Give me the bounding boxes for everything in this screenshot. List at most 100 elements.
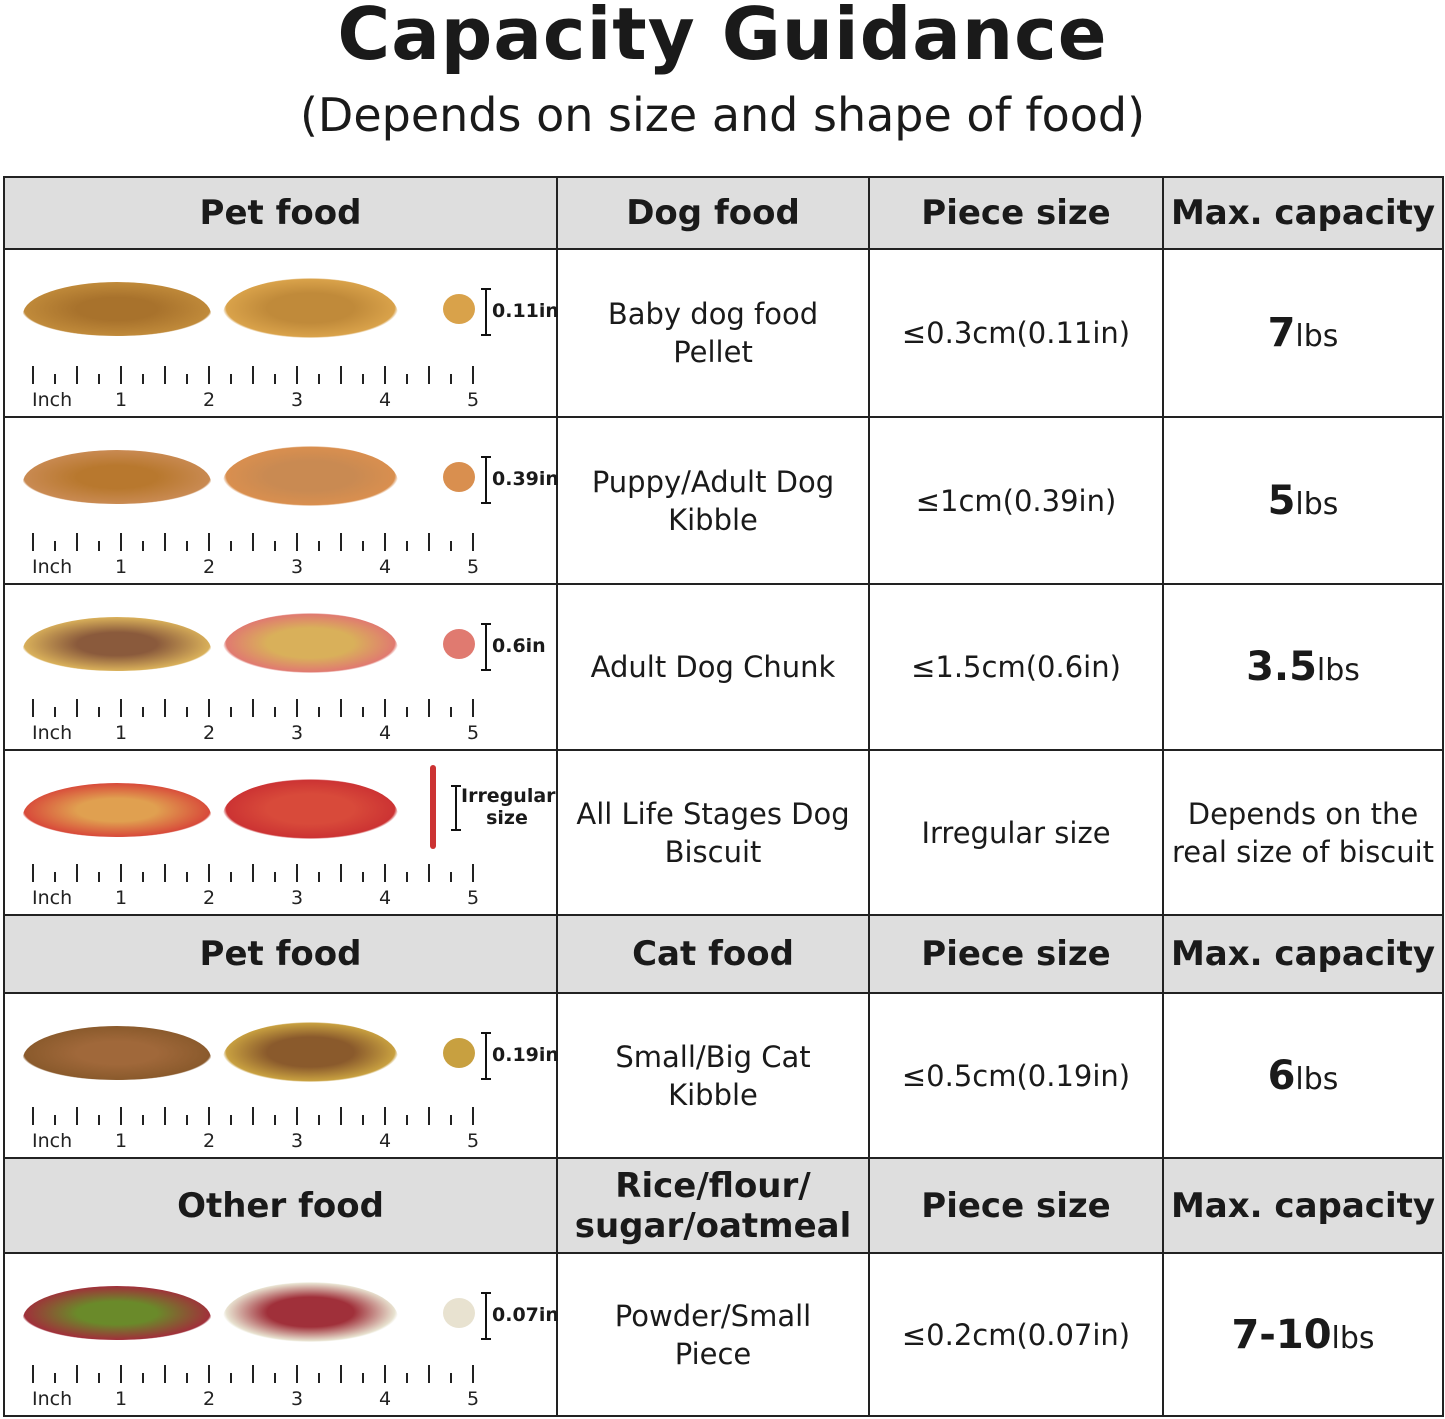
- header-max-capacity: Max. capacity: [1162, 176, 1444, 250]
- header-piece-size: Piece size: [868, 1157, 1164, 1254]
- ruler-unit-label: Inch: [32, 1130, 72, 1151]
- header-pet-food: Pet food: [3, 176, 558, 250]
- ruler-tick-label: 5: [467, 389, 479, 410]
- piece-size-label: Irregular size: [461, 785, 556, 829]
- ruler-tick-label: 5: [467, 1130, 479, 1151]
- ruler-tick-label: 4: [379, 556, 391, 577]
- table-row: 0.39in Inch 1 2 3 4 5 Puppy/Adult Dog Kibble …: [3, 416, 1444, 585]
- header-pet-food: Other food: [3, 1157, 558, 1254]
- food-pile-image: [23, 1286, 211, 1340]
- food-image-cell: 0.07in Inch 1 2 3 4 5: [3, 1252, 559, 1417]
- ruler-tick-label: 1: [115, 887, 127, 908]
- header-pet-food: Pet food: [3, 914, 558, 994]
- food-name: Powder/Small Piece: [556, 1252, 870, 1417]
- ruler-tick-label: 3: [291, 887, 303, 908]
- capacity-value: 7: [1267, 310, 1296, 356]
- ruler-unit-label: Inch: [32, 556, 72, 577]
- food-pile-image: [23, 1026, 211, 1080]
- ruler-tick-label: 1: [115, 722, 127, 743]
- capacity-unit: lbs: [1331, 1320, 1375, 1356]
- piece-size: ≤0.5cm(0.19in): [868, 992, 1164, 1159]
- food-pile-image: [23, 783, 211, 837]
- capacity-unit: lbs: [1295, 486, 1339, 522]
- ruler-tick-label: 4: [379, 1388, 391, 1409]
- max-capacity: 5lbs: [1162, 416, 1444, 585]
- piece-size: ≤1.5cm(0.6in): [868, 583, 1164, 751]
- ruler-unit-label: Inch: [32, 389, 72, 410]
- food-name: Adult Dog Chunk: [556, 583, 870, 751]
- food-pile-image: [223, 278, 398, 338]
- inch-ruler: Inch 1 2 3 4 5: [32, 699, 479, 743]
- food-pile-image: [223, 1282, 398, 1342]
- capacity-value: 7-10: [1231, 1311, 1332, 1358]
- page-title: Capacity Guidance: [337, 0, 1108, 76]
- piece-size-label: 0.11in: [492, 300, 559, 322]
- size-bracket: [481, 456, 497, 504]
- table-row: 0.07in Inch 1 2 3 4 5 Powder/Small Piece ≤0.2…: [3, 1252, 1444, 1417]
- header-max-capacity: Max. capacity: [1162, 914, 1444, 994]
- inch-ruler: Inch 1 2 3 4 5: [32, 533, 479, 577]
- food-pile-image: [23, 617, 211, 671]
- size-bracket: [481, 623, 497, 671]
- capacity-value: 6: [1267, 1052, 1296, 1099]
- food-piece-image: [443, 1298, 475, 1328]
- header-food-type: Rice/flour/ sugar/oatmeal: [556, 1157, 870, 1254]
- size-bracket: [451, 785, 467, 831]
- page-subtitle: (Depends on size and shape of food): [299, 88, 1146, 142]
- capacity-unit: lbs: [1295, 319, 1339, 354]
- food-piece-image: [443, 294, 475, 324]
- food-pile-image: [23, 282, 211, 336]
- ruler-unit-label: Inch: [32, 722, 72, 743]
- piece-size-label: 0.07in: [492, 1304, 559, 1326]
- header-max-capacity: Max. capacity: [1162, 1157, 1444, 1254]
- max-capacity: 7lbs: [1162, 248, 1444, 418]
- ruler-tick-label: 3: [291, 1388, 303, 1409]
- header-piece-size: Piece size: [868, 914, 1164, 994]
- ruler-tick-label: 3: [291, 389, 303, 410]
- capacity-value: 3.5: [1246, 644, 1317, 690]
- piece-size-label: 0.39in: [492, 468, 559, 490]
- size-bracket: [481, 1032, 497, 1080]
- ruler-tick-label: 1: [115, 556, 127, 577]
- inch-ruler: Inch 1 2 3 4 5: [32, 366, 479, 410]
- ruler-unit-label: Inch: [32, 1388, 72, 1409]
- ruler-tick-label: 5: [467, 887, 479, 908]
- section-header-row: Pet food Cat food Piece size Max. capaci…: [3, 914, 1444, 994]
- food-image-cell: 0.11in Inch 1 2 3 4 5: [3, 248, 559, 418]
- inch-ruler: Inch 1 2 3 4 5: [32, 1107, 479, 1151]
- inch-ruler: Inch 1 2 3 4 5: [32, 1365, 479, 1409]
- food-piece-image: [430, 765, 436, 849]
- ruler-tick-label: 2: [203, 389, 215, 410]
- ruler-tick-label: 2: [203, 1388, 215, 1409]
- food-piece-image: [443, 1038, 475, 1068]
- max-capacity: 3.5lbs: [1162, 583, 1444, 751]
- food-name: All Life Stages Dog Biscuit: [556, 749, 870, 916]
- piece-size: ≤1cm(0.39in): [868, 416, 1164, 585]
- ruler-tick-label: 5: [467, 556, 479, 577]
- food-pile-image: [23, 450, 211, 504]
- food-pile-image: [223, 779, 398, 839]
- ruler-tick-label: 2: [203, 556, 215, 577]
- ruler-tick-label: 5: [467, 722, 479, 743]
- capacity-table: Pet food Dog food Piece size Max. capaci…: [3, 176, 1444, 1417]
- food-image-cell: Irregular size Inch 1 2 3 4 5: [3, 749, 558, 916]
- ruler-tick-label: 1: [115, 1130, 127, 1151]
- capacity-unit: lbs: [1316, 653, 1360, 688]
- food-pile-image: [223, 613, 398, 673]
- ruler-tick-label: 3: [291, 722, 303, 743]
- food-name: Baby dog food Pellet: [556, 248, 870, 418]
- ruler-unit-label: Inch: [32, 887, 72, 908]
- ruler-tick-label: 4: [379, 389, 391, 410]
- max-capacity: Depends on the real size of biscuit: [1162, 749, 1444, 916]
- ruler-tick-label: 4: [379, 887, 391, 908]
- food-name: Puppy/Adult Dog Kibble: [556, 416, 870, 585]
- piece-size: Irregular size: [868, 749, 1164, 916]
- size-bracket: [481, 288, 497, 336]
- capacity-unit: lbs: [1295, 1061, 1339, 1097]
- max-capacity: 7-10lbs: [1162, 1252, 1444, 1417]
- table-row: Irregular size Inch 1 2 3 4 5 All Life Stages…: [3, 749, 1444, 916]
- size-bracket: [481, 1292, 497, 1340]
- section-header-row: Pet food Dog food Piece size Max. capaci…: [3, 176, 1444, 250]
- inch-ruler: Inch 1 2 3 4 5: [32, 864, 479, 908]
- ruler-tick-label: 2: [203, 722, 215, 743]
